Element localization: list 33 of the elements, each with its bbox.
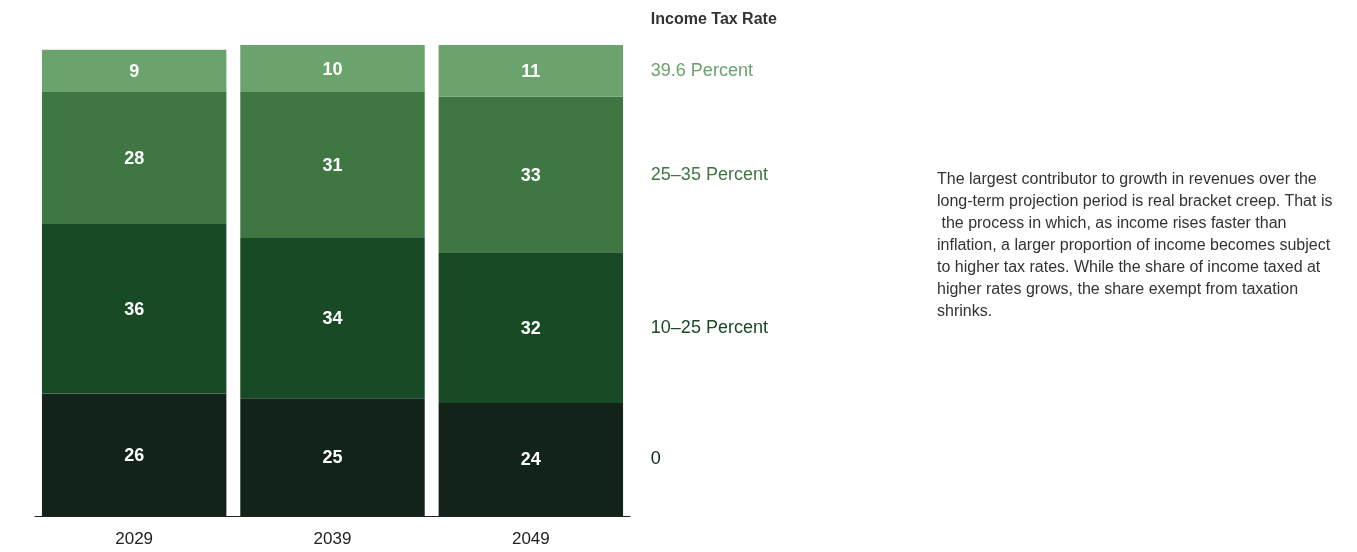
bar: [41, 49, 227, 93]
data-label: 33: [520, 164, 541, 185]
bar: [438, 252, 624, 403]
bar: [240, 398, 425, 516]
bar: [240, 45, 425, 93]
data-label: 10: [322, 58, 343, 79]
bar: [41, 223, 227, 394]
bar: [438, 402, 624, 516]
text: The largest contributor to growth in revenues over the long-term projection period is real bracket creep. That is the process in which, as income rises faster than inflation, a larger proportion of income becomes subject to higher tax rates. While the share of income taxed at higher rates grows, the share exempt from taxation shrinks.: [937, 169, 1335, 319]
series-label: 25–35 Percent: [650, 163, 768, 184]
data-label: 24: [520, 449, 541, 470]
series-label: 39.6 Percent: [650, 59, 753, 80]
data-label: 32: [520, 317, 541, 338]
x-tick-label: 2049: [511, 529, 550, 548]
series-label: 10–25 Percent: [650, 316, 768, 337]
data-label: 34: [322, 308, 343, 329]
bar: [438, 96, 624, 253]
x-tick-label: 2039: [313, 529, 352, 548]
bar: [240, 92, 425, 239]
data-label: 36: [124, 298, 145, 319]
bar: [41, 92, 227, 224]
bar: [438, 45, 624, 97]
data-label: 31: [322, 155, 343, 176]
data-label: 9: [129, 60, 140, 81]
bar: [240, 238, 425, 399]
series-label: 0: [650, 448, 661, 469]
x-tick-label: 2029: [115, 529, 154, 548]
data-label: 28: [124, 148, 145, 169]
bar: [41, 393, 227, 516]
data-label: 26: [124, 444, 145, 465]
data-label: 11: [521, 60, 541, 81]
legend-title: Income Tax Rate: [650, 9, 777, 27]
data-label: 25: [322, 447, 343, 468]
